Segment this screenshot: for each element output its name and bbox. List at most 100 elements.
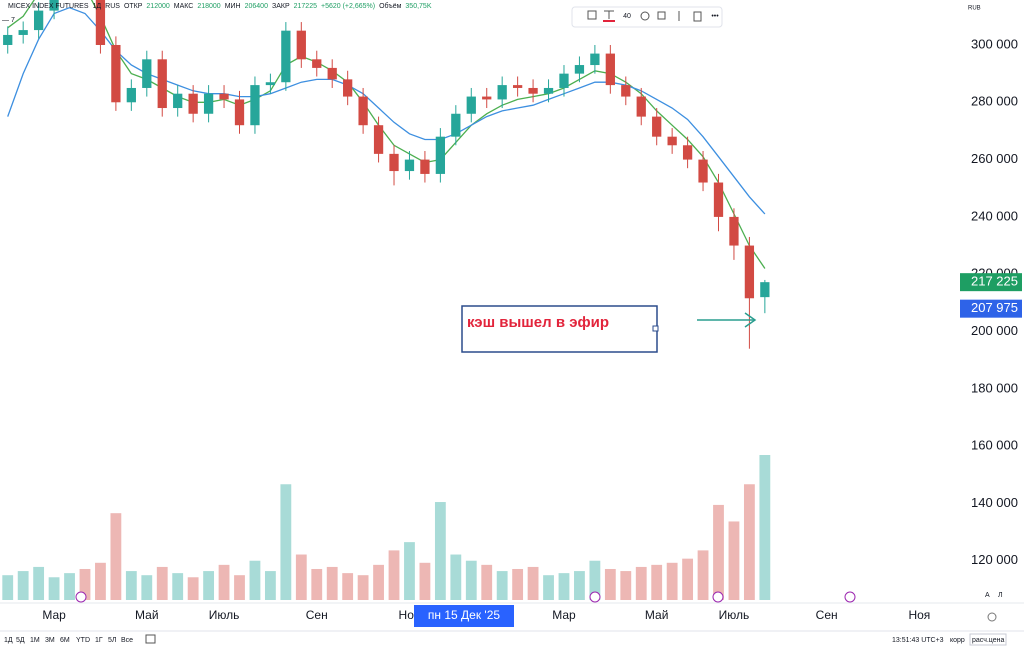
volume-bar	[419, 562, 431, 600]
currency: RUB	[968, 6, 981, 12]
volume-bar	[264, 571, 276, 600]
timeframe[interactable]: 1Г	[95, 637, 103, 644]
candle-body	[744, 245, 755, 299]
x-tick-label: Мар	[42, 608, 66, 622]
arrow-head	[744, 312, 757, 328]
candle-body	[111, 44, 121, 103]
candle-body	[451, 113, 461, 137]
timeframe[interactable]: YTD	[76, 637, 90, 644]
volume-bar	[156, 566, 168, 600]
volume-bar	[141, 575, 153, 600]
button[interactable]: расч.цена	[972, 637, 1004, 644]
annotation-text: кэш вышел в эфир	[467, 314, 609, 331]
icon-settings[interactable]	[640, 11, 650, 21]
candle-body	[250, 85, 260, 126]
volume-bar	[280, 484, 292, 600]
volume-bar	[450, 554, 462, 600]
scale-button[interactable]: Л	[998, 592, 1003, 599]
annotation-box[interactable]	[461, 305, 658, 353]
timeframe[interactable]: 1М	[30, 637, 40, 644]
candle-body	[358, 96, 368, 126]
timeframe[interactable]: 3М	[45, 637, 55, 644]
volume-bar	[496, 571, 508, 600]
event-marker[interactable]	[712, 591, 724, 603]
x-tick-label: Май	[645, 608, 669, 622]
timeframe[interactable]: Все	[121, 637, 133, 644]
date-range-icon[interactable]	[145, 634, 156, 644]
event-marker[interactable]	[589, 591, 601, 603]
candle-body	[497, 85, 507, 100]
x-tick-label: Июль	[719, 608, 750, 622]
y-tick-label: 140 000	[971, 495, 1018, 510]
volume-bar	[682, 558, 694, 600]
timeframe[interactable]: 1Д	[4, 637, 13, 644]
volume-bar	[373, 564, 384, 600]
candle-body	[188, 93, 198, 114]
scale-button[interactable]: А	[985, 592, 990, 599]
event-marker[interactable]	[844, 591, 856, 603]
annotation-handle[interactable]	[652, 325, 659, 332]
candle-body	[590, 53, 600, 66]
candle-body	[142, 59, 152, 88]
volume-bar	[95, 562, 106, 600]
volume-bar	[759, 455, 771, 600]
candle-body	[543, 87, 554, 94]
close-label: ЗАКР	[271, 3, 290, 10]
y-tick-label: 260 000	[971, 151, 1018, 166]
crosshair-badge	[414, 605, 514, 627]
icon-delete[interactable]	[693, 11, 702, 22]
candle-body	[729, 216, 739, 246]
timeframe[interactable]: 5Л	[108, 637, 117, 644]
candle-body	[574, 65, 585, 74]
x-tick-label: Мар	[552, 608, 576, 622]
candle-body	[559, 73, 569, 88]
candle-body	[95, 0, 106, 45]
candle-body	[33, 10, 44, 31]
timeframe[interactable]: 5Д	[16, 637, 25, 644]
candle-body	[203, 93, 214, 114]
candle-body	[327, 67, 337, 80]
candle-body	[667, 136, 677, 146]
candle-body	[636, 96, 646, 117]
candle-body	[652, 116, 662, 137]
moving-average	[7, 7, 766, 215]
volume-value: 350,75K	[405, 3, 432, 10]
candle-body	[219, 93, 229, 100]
ma-layer	[7, 0, 766, 269]
volume-bar	[172, 573, 184, 600]
volume-bar	[234, 575, 245, 600]
candle-body	[713, 182, 724, 217]
volume-bar	[64, 573, 75, 600]
volume-bar	[110, 513, 122, 600]
font-size[interactable]: 40	[623, 13, 631, 20]
icon-lock[interactable]	[657, 11, 666, 20]
timeframe[interactable]: 6М	[60, 637, 70, 644]
volume-bar	[512, 568, 524, 600]
button[interactable]: корр	[950, 637, 965, 644]
open-label: ОТКР	[123, 3, 143, 10]
low-label: МИН	[224, 3, 241, 10]
volume-bar	[187, 577, 199, 600]
candle-body	[373, 125, 384, 154]
volume-bar	[697, 550, 709, 600]
volume-bar	[326, 566, 338, 600]
candle-body	[3, 34, 13, 45]
button-box	[969, 633, 1007, 646]
interval[interactable]: 1Д	[92, 3, 102, 10]
icon-more[interactable]: •••	[711, 13, 719, 20]
candle-body	[528, 87, 538, 94]
candle-body	[312, 59, 322, 68]
candle-body	[49, 0, 59, 11]
event-marker[interactable]	[75, 591, 87, 603]
volume-bar	[620, 571, 632, 600]
y-tick-label: 120 000	[971, 552, 1018, 567]
high-label: МАКС	[173, 3, 194, 10]
volume-bar	[311, 568, 323, 600]
drawing-toolbar	[571, 6, 723, 28]
clock: 13:51:43 UTC+3	[892, 637, 944, 644]
icon-template[interactable]	[587, 10, 597, 20]
axis-settings[interactable]	[987, 612, 997, 622]
volume-bar	[218, 564, 230, 600]
y-tick-label: 160 000	[971, 438, 1018, 453]
candle-body	[389, 153, 399, 172]
